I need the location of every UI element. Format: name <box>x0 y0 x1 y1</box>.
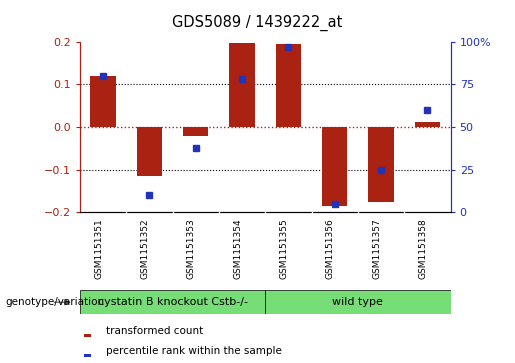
Bar <box>80 290 265 314</box>
Text: GSM1151358: GSM1151358 <box>419 219 427 280</box>
Bar <box>229 43 255 127</box>
Text: GSM1151352: GSM1151352 <box>141 219 149 279</box>
Bar <box>183 127 209 135</box>
Text: genotype/variation: genotype/variation <box>5 297 104 307</box>
Text: transformed count: transformed count <box>106 326 203 336</box>
Bar <box>90 76 116 127</box>
Text: percentile rank within the sample: percentile rank within the sample <box>106 346 282 356</box>
Text: wild type: wild type <box>333 297 383 307</box>
Text: GSM1151357: GSM1151357 <box>372 219 381 280</box>
Text: GSM1151351: GSM1151351 <box>94 219 103 280</box>
Bar <box>83 334 91 337</box>
Bar <box>276 44 301 127</box>
Bar <box>322 127 348 206</box>
Text: GDS5089 / 1439222_at: GDS5089 / 1439222_at <box>173 15 342 31</box>
Bar <box>136 127 162 176</box>
Text: GSM1151353: GSM1151353 <box>187 219 196 280</box>
Text: cystatin B knockout Cstb-/-: cystatin B knockout Cstb-/- <box>97 297 248 307</box>
Bar <box>83 354 91 357</box>
Text: GSM1151356: GSM1151356 <box>326 219 335 280</box>
Bar <box>368 127 394 202</box>
Text: GSM1151355: GSM1151355 <box>280 219 288 280</box>
Bar <box>265 290 451 314</box>
Text: GSM1151354: GSM1151354 <box>233 219 242 279</box>
Bar <box>415 122 440 127</box>
